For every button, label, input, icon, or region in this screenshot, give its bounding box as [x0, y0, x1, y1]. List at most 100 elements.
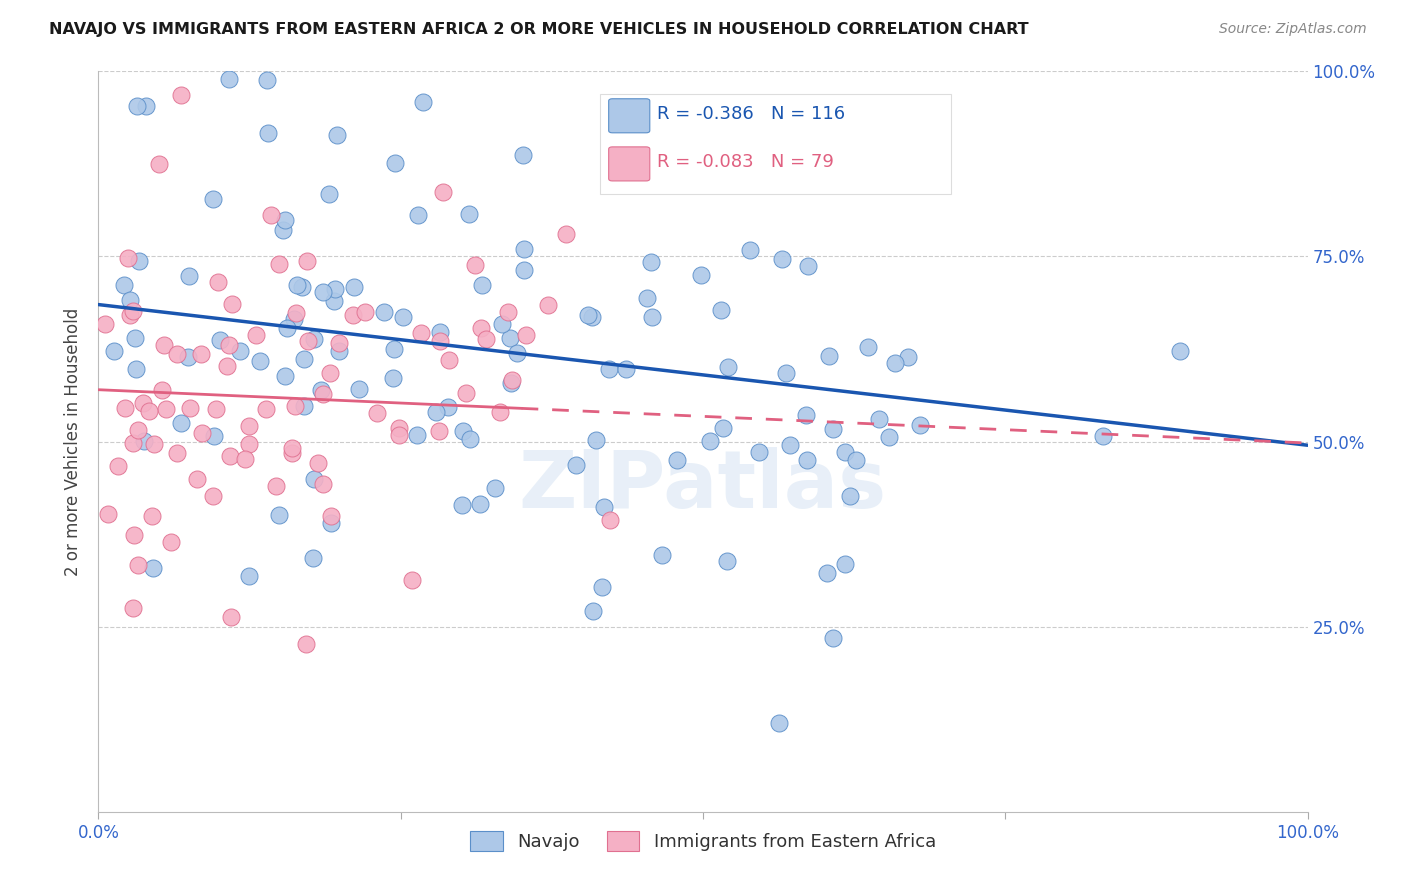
- Point: [456, 386, 478, 401]
- Point: [768, 716, 790, 731]
- Point: [883, 356, 905, 370]
- Point: [593, 500, 616, 514]
- Point: [554, 227, 576, 241]
- Point: [384, 156, 406, 170]
- Point: [122, 528, 145, 542]
- Point: [245, 328, 267, 343]
- Point: [276, 321, 298, 335]
- Point: [177, 351, 200, 365]
- Point: [125, 99, 148, 113]
- Point: [186, 472, 208, 486]
- Point: [131, 396, 153, 410]
- Point: [823, 631, 845, 645]
- Point: [190, 426, 212, 441]
- Point: [908, 418, 931, 433]
- Point: [839, 489, 862, 503]
- Point: [141, 509, 163, 524]
- Point: [292, 399, 315, 413]
- Point: [249, 354, 271, 368]
- Point: [328, 343, 350, 358]
- Point: [796, 453, 818, 467]
- Point: [614, 362, 637, 376]
- Point: [576, 308, 599, 322]
- Point: [690, 268, 713, 283]
- Point: [204, 401, 226, 416]
- Point: [845, 452, 868, 467]
- Point: [284, 306, 307, 320]
- Point: [323, 293, 346, 308]
- Point: [125, 362, 148, 376]
- Point: [292, 351, 315, 366]
- Point: [166, 445, 188, 459]
- Point: [209, 333, 232, 347]
- Point: [868, 412, 890, 426]
- Point: [770, 252, 793, 266]
- Point: [312, 477, 335, 491]
- Point: [319, 366, 342, 380]
- Point: [347, 382, 370, 396]
- Point: [326, 128, 349, 142]
- Point: [484, 481, 506, 495]
- Point: [591, 580, 613, 594]
- Point: [598, 361, 620, 376]
- Point: [651, 548, 673, 562]
- Point: [218, 338, 240, 352]
- Point: [274, 212, 297, 227]
- Point: [506, 345, 529, 359]
- Point: [342, 309, 364, 323]
- Point: [285, 278, 308, 293]
- Point: [818, 349, 841, 363]
- Point: [112, 278, 135, 293]
- Point: [103, 343, 125, 358]
- Point: [388, 428, 411, 442]
- Point: [512, 147, 534, 161]
- Point: [717, 359, 740, 374]
- Point: [153, 338, 176, 352]
- Point: [238, 437, 260, 451]
- Point: [636, 291, 658, 305]
- Point: [515, 328, 537, 343]
- Point: [238, 418, 260, 433]
- Point: [274, 369, 297, 384]
- Point: [496, 305, 519, 319]
- Point: [107, 459, 129, 474]
- Point: [229, 344, 252, 359]
- Point: [581, 310, 603, 325]
- Point: [491, 318, 513, 332]
- Point: [499, 331, 522, 345]
- Point: [437, 401, 460, 415]
- Point: [280, 442, 302, 456]
- Point: [537, 298, 560, 312]
- Point: [114, 401, 136, 416]
- Point: [409, 326, 432, 340]
- Point: [302, 472, 325, 486]
- Point: [564, 458, 586, 472]
- Point: [582, 604, 605, 618]
- Point: [323, 282, 346, 296]
- Point: [215, 359, 238, 373]
- Point: [207, 276, 229, 290]
- Point: [127, 423, 149, 437]
- Point: [170, 416, 193, 430]
- Point: [307, 456, 329, 470]
- Point: [599, 513, 621, 527]
- Point: [425, 405, 447, 419]
- Point: [468, 497, 491, 511]
- Point: [138, 404, 160, 418]
- Point: [160, 534, 183, 549]
- Point: [142, 561, 165, 575]
- Point: [312, 285, 335, 300]
- Point: [302, 332, 325, 346]
- Point: [297, 254, 319, 268]
- Point: [489, 405, 512, 419]
- Point: [311, 383, 333, 397]
- Point: [219, 610, 242, 624]
- Point: [834, 445, 856, 459]
- Point: [405, 428, 427, 442]
- Point: [142, 436, 165, 450]
- Point: [501, 373, 523, 387]
- Text: Source: ZipAtlas.com: Source: ZipAtlas.com: [1219, 22, 1367, 37]
- Point: [201, 192, 224, 206]
- Point: [458, 207, 481, 221]
- Point: [666, 452, 689, 467]
